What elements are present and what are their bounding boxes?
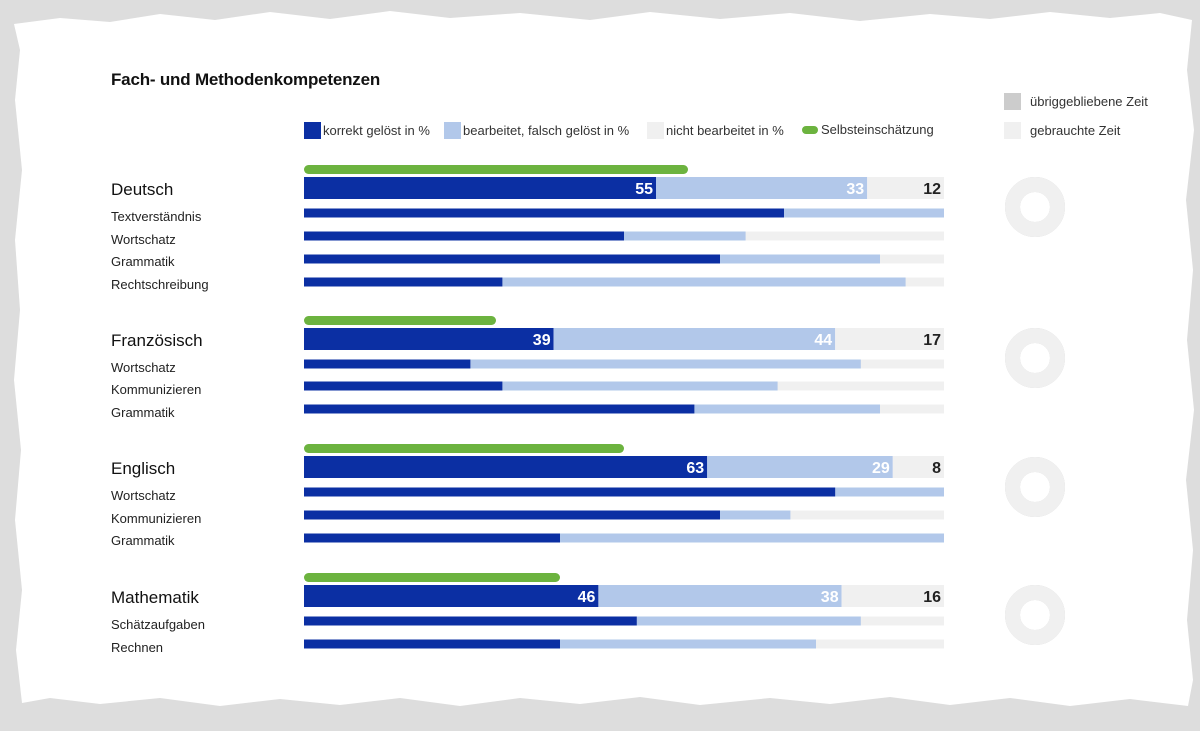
- bar-wrong-englisch: [707, 456, 893, 478]
- sub-label: Wortschatz: [111, 360, 176, 375]
- chart-title: Fach- und Methodenkompetenzen: [111, 70, 381, 89]
- value-label-correct-englisch: 63: [686, 460, 704, 477]
- value-label-wrong-mathematik: 38: [821, 589, 839, 606]
- sub-bar-correct: [304, 277, 503, 287]
- sub-bar-correct: [304, 254, 720, 264]
- value-label-correct-mathematik: 46: [578, 589, 596, 606]
- sub-bar-wrong: [470, 359, 861, 369]
- bar-correct-französisch: [304, 328, 554, 350]
- value-label-wrong-französisch: 44: [814, 332, 832, 349]
- bar-unanswered-französisch: [835, 328, 944, 350]
- legend-correct-swatch: [304, 122, 321, 139]
- legend-self: Selbsteinschätzung: [802, 122, 934, 137]
- legend-remaining-label: übriggebliebene Zeit: [1030, 94, 1148, 109]
- self-assessment-bar-mathematik: [304, 573, 560, 582]
- sub-label: Textverständnis: [111, 209, 202, 224]
- legend-unanswered-label: nicht bearbeitet in %: [666, 123, 784, 138]
- sub-label: Wortschatz: [111, 232, 176, 247]
- sub-label: Grammatik: [111, 254, 175, 269]
- time-donut-used-französisch: [1005, 328, 1065, 388]
- sub-bar-correct: [304, 616, 637, 626]
- self-assessment-bar-englisch: [304, 444, 624, 453]
- bar-unanswered-mathematik: [841, 585, 944, 607]
- value-label-unanswered-englisch: 8: [932, 460, 941, 477]
- sub-label: Rechnen: [111, 640, 164, 655]
- sub-bar-correct: [304, 487, 836, 497]
- subject-label-franzoesisch: Französisch: [111, 331, 203, 350]
- bar-correct-deutsch: [304, 177, 656, 199]
- sub-label: Rechtschreibung: [111, 277, 209, 292]
- subject-label-englisch: Englisch: [111, 459, 176, 478]
- sub-bar-wrong: [720, 510, 791, 520]
- sub-bar-wrong: [784, 208, 944, 218]
- time-donut-used-englisch: [1005, 457, 1065, 517]
- legend-self-swatch: [802, 125, 818, 134]
- sub-bar-correct: [304, 208, 784, 218]
- sub-bar-correct: [304, 359, 471, 369]
- sub-label: Grammatik: [111, 533, 175, 548]
- legend-correct-label: korrekt gelöst in %: [323, 123, 430, 138]
- value-label-unanswered-mathematik: 16: [923, 589, 941, 606]
- sub-bar-wrong: [694, 404, 880, 414]
- time-donut-used-mathematik: [1005, 585, 1065, 645]
- legend-unanswered: nicht bearbeitet in %: [647, 122, 784, 139]
- value-label-unanswered-französisch: 17: [923, 332, 941, 349]
- sub-bar-correct: [304, 510, 720, 520]
- value-label-wrong-englisch: 29: [872, 460, 890, 477]
- bar-wrong-mathematik: [598, 585, 842, 607]
- sub-bar-wrong: [560, 639, 816, 649]
- value-label-correct-französisch: 39: [533, 332, 551, 349]
- sub-bar-wrong: [560, 533, 944, 543]
- sub-bar-correct: [304, 639, 560, 649]
- time-donut-used-deutsch: [1005, 177, 1065, 237]
- value-label-correct-deutsch: 55: [635, 181, 653, 198]
- sub-label: Schätzaufgaben: [111, 617, 205, 632]
- legend-wrong-swatch: [444, 122, 461, 139]
- legend-remaining-time: übriggebliebene Zeit: [1004, 93, 1148, 110]
- legend-unanswered-swatch: [647, 122, 664, 139]
- sub-bar-wrong: [502, 381, 778, 391]
- sub-label: Kommunizieren: [111, 511, 202, 526]
- sub-bar-correct: [304, 533, 560, 543]
- value-label-wrong-deutsch: 33: [846, 181, 864, 198]
- bar-wrong-deutsch: [656, 177, 868, 199]
- sub-label: Wortschatz: [111, 488, 176, 503]
- legend-used-swatch: [1004, 122, 1021, 139]
- legend-self-label: Selbsteinschätzung: [821, 122, 934, 137]
- sub-bar-correct: [304, 404, 695, 414]
- sub-bar-correct: [304, 231, 624, 241]
- legend-used-label: gebrauchte Zeit: [1030, 123, 1121, 138]
- bar-unanswered-deutsch: [867, 177, 944, 199]
- subject-label-mathematik: Mathematik: [111, 588, 199, 607]
- sub-bar-wrong: [636, 616, 861, 626]
- legend-wrong-label: bearbeitet, falsch gelöst in %: [463, 123, 630, 138]
- sub-bar-wrong: [720, 254, 880, 264]
- self-assessment-bar-deutsch: [304, 165, 688, 174]
- self-assessment-bar-französisch: [304, 316, 496, 325]
- value-label-unanswered-deutsch: 12: [923, 181, 941, 198]
- sub-label: Grammatik: [111, 405, 175, 420]
- sub-bar-correct: [304, 381, 503, 391]
- bar-correct-mathematik: [304, 585, 599, 607]
- bar-correct-englisch: [304, 456, 708, 478]
- sub-bar-wrong: [624, 231, 746, 241]
- legend-used-time: gebrauchte Zeit: [1004, 122, 1120, 139]
- bar-wrong-französisch: [553, 328, 836, 350]
- sub-bar-wrong: [502, 277, 906, 287]
- legend-wrong: bearbeitet, falsch gelöst in %: [444, 122, 629, 139]
- sub-bar-wrong: [835, 487, 944, 497]
- sub-label: Kommunizieren: [111, 382, 202, 397]
- legend-correct: korrekt gelöst in %: [304, 122, 430, 139]
- bar-unanswered-englisch: [892, 456, 944, 478]
- subject-label-deutsch: Deutsch: [111, 180, 174, 199]
- legend-remaining-swatch: [1004, 93, 1021, 110]
